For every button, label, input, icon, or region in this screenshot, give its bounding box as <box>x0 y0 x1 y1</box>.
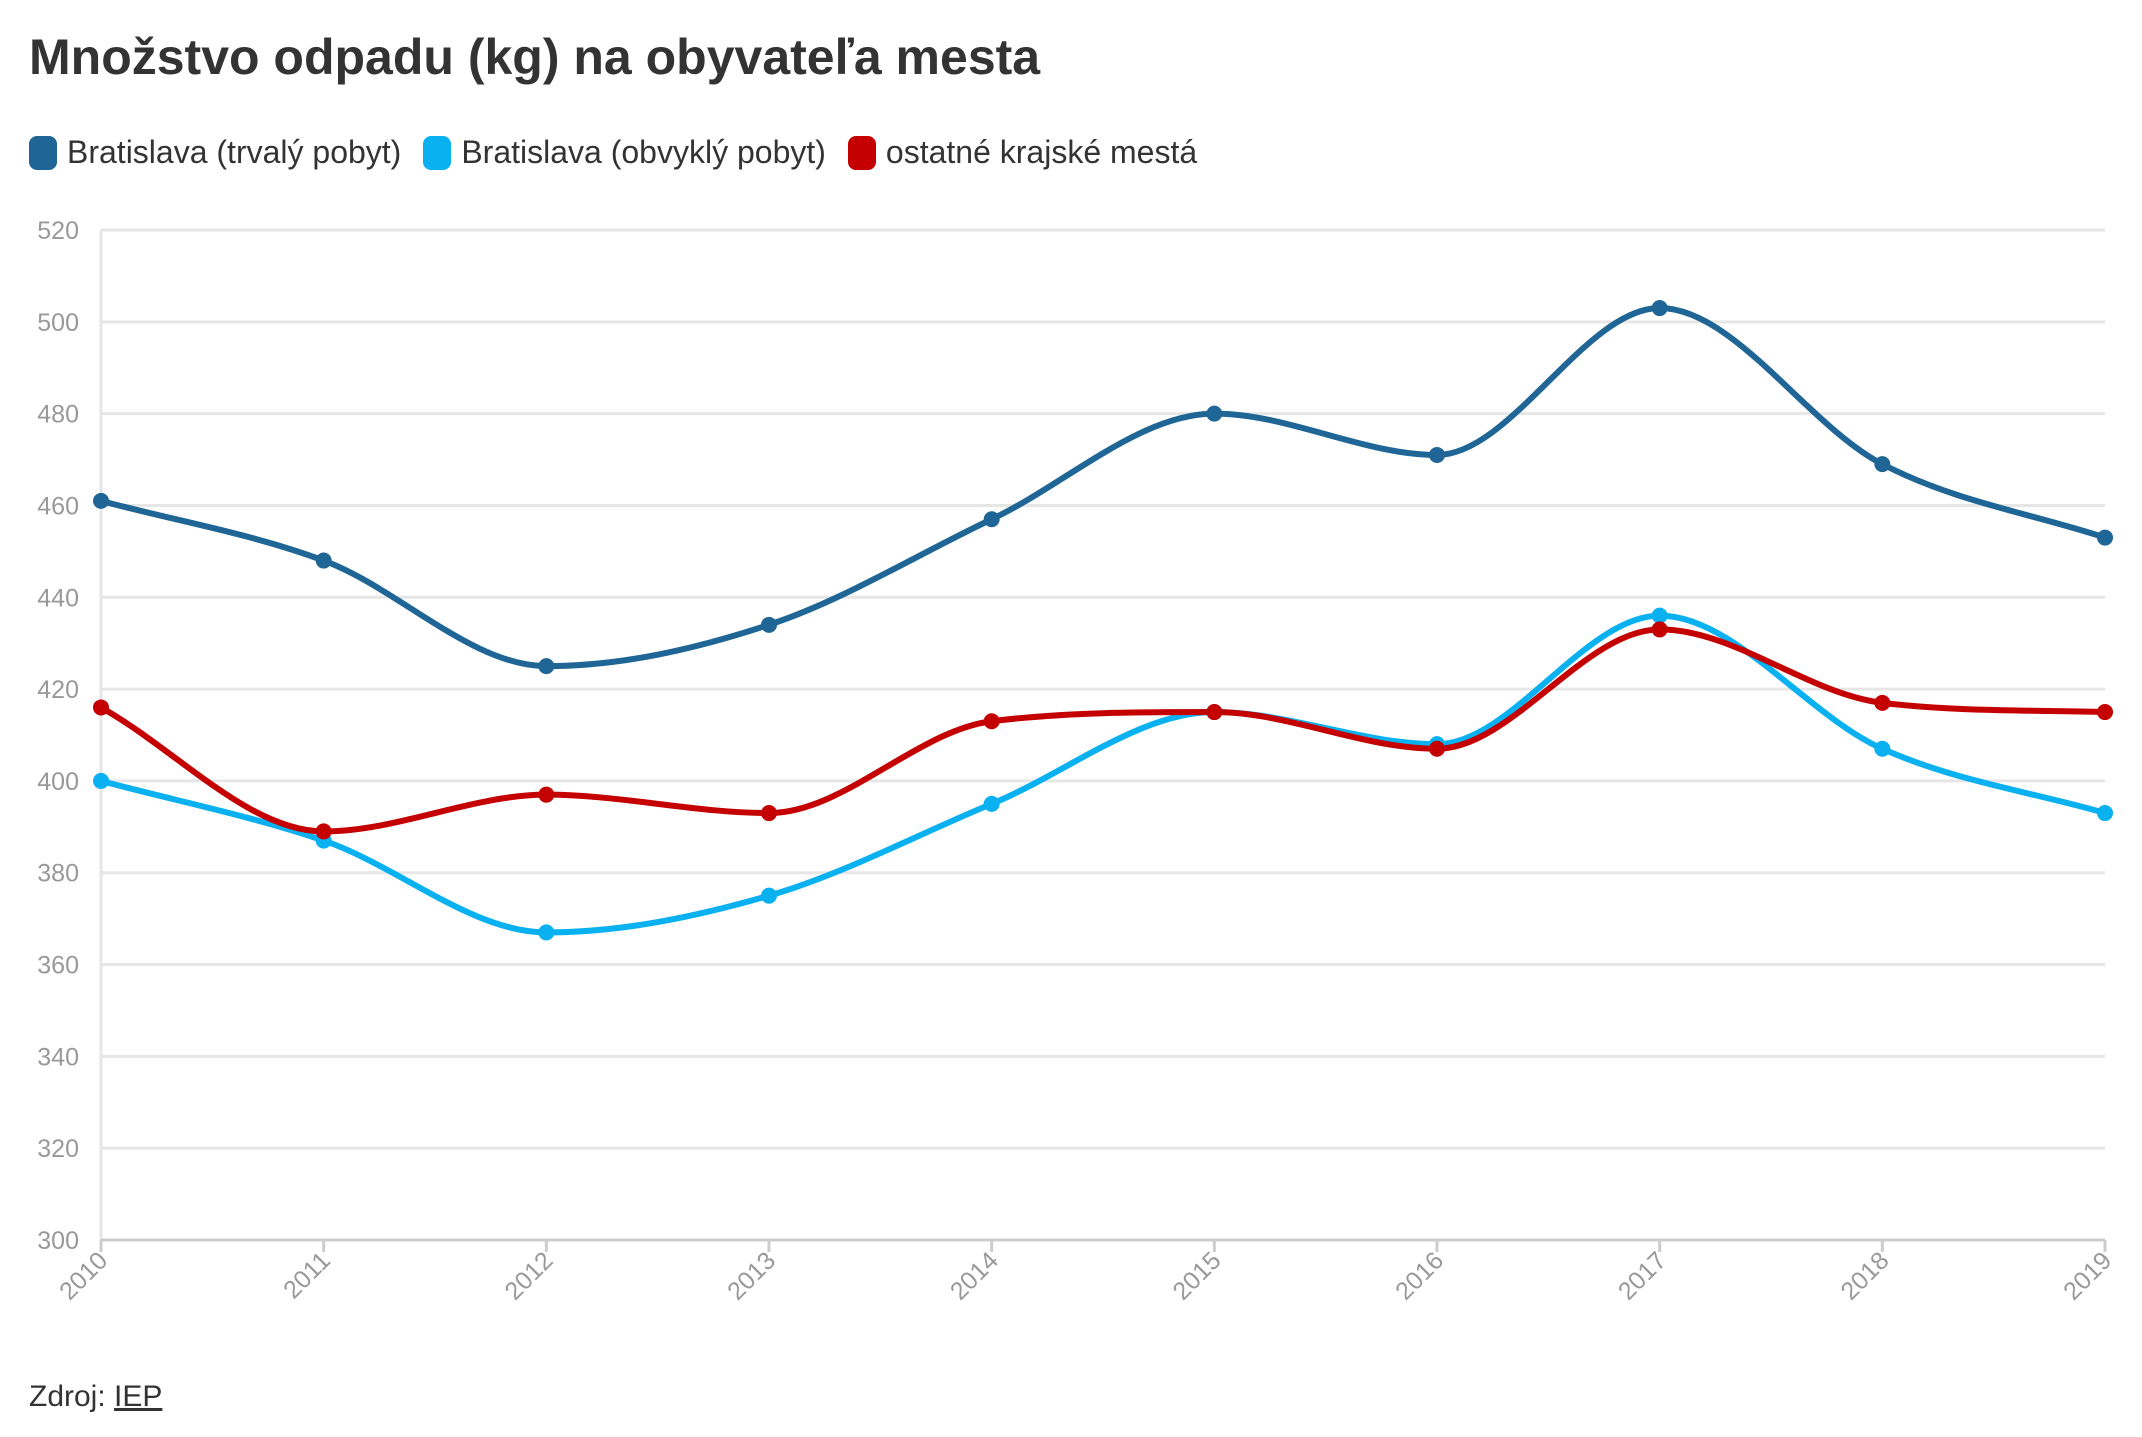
data-point <box>315 823 332 840</box>
legend-label: ostatné krajské mestá <box>885 134 1198 170</box>
series-line <box>98 305 2108 670</box>
data-point <box>1206 704 1223 721</box>
y-tick-label: 520 <box>37 217 79 245</box>
data-point <box>983 795 1000 812</box>
data-point <box>93 699 109 716</box>
y-tick-label: 480 <box>37 401 79 429</box>
x-tick-label: 2011 <box>278 1246 336 1304</box>
data-point <box>1651 300 1668 317</box>
data-point <box>2097 805 2113 822</box>
data-point <box>761 887 777 904</box>
y-tick-label: 340 <box>37 1043 79 1071</box>
data-point <box>1651 607 1668 624</box>
y-tick-label: 360 <box>37 952 79 980</box>
x-tick-label: 2019 <box>2058 1246 2117 1305</box>
series-line <box>98 612 2108 936</box>
x-tick-label: 2010 <box>54 1246 113 1305</box>
data-point <box>761 805 777 822</box>
y-tick-label: 300 <box>37 1227 79 1255</box>
data-point <box>1874 456 1891 473</box>
data-point <box>2097 529 2113 546</box>
data-point <box>93 492 109 509</box>
y-tick-label: 440 <box>37 584 79 612</box>
legend-item[interactable]: Bratislava (trvalý pobyt) <box>29 134 401 171</box>
legend-swatch <box>847 135 876 170</box>
y-tick-label: 460 <box>37 492 79 520</box>
x-tick-label: 2012 <box>499 1246 558 1305</box>
data-point <box>315 552 332 569</box>
legend-swatch <box>29 135 57 170</box>
data-point <box>1874 740 1891 757</box>
data-point <box>538 658 555 675</box>
legend-item[interactable]: ostatné krajské mestá <box>847 134 1198 171</box>
x-tick-label: 2013 <box>722 1246 781 1305</box>
legend-label: Bratislava (obvyklý pobyt) <box>461 134 826 170</box>
data-point <box>761 616 777 633</box>
data-point <box>1429 446 1445 463</box>
data-point <box>538 786 555 803</box>
data-point <box>1651 621 1668 638</box>
legend-label: Bratislava (trvalý pobyt) <box>67 134 402 170</box>
data-point <box>1206 405 1223 422</box>
y-tick-label: 380 <box>37 860 79 888</box>
x-tick-label: 2016 <box>1390 1246 1449 1305</box>
source-note: Zdroj: IEP <box>29 1380 162 1414</box>
x-tick-label: 2018 <box>1835 1246 1894 1305</box>
y-tick-label: 500 <box>37 309 79 337</box>
data-point <box>1874 694 1891 711</box>
legend-item[interactable]: Bratislava (obvyklý pobyt) <box>423 134 826 171</box>
y-tick-label: 420 <box>37 676 79 704</box>
x-tick-label: 2017 <box>1613 1246 1672 1305</box>
x-tick-label: 2015 <box>1167 1246 1226 1305</box>
data-point <box>538 924 555 941</box>
chart-title: Množstvo odpadu (kg) na obyvateľa mesta <box>29 29 1041 85</box>
legend: Bratislava (trvalý pobyt) Bratislava (obv… <box>29 134 1197 171</box>
source-link[interactable]: IEP <box>114 1380 163 1413</box>
series-line <box>98 626 2108 835</box>
data-point <box>983 713 1000 730</box>
source-label: Zdroj: <box>29 1380 106 1413</box>
data-point <box>1429 740 1445 757</box>
legend-swatch <box>423 135 452 170</box>
data-point <box>2097 704 2113 721</box>
y-tick-label: 320 <box>37 1135 79 1163</box>
y-tick-label: 400 <box>37 768 79 796</box>
data-point <box>983 511 1000 528</box>
x-tick-label: 2014 <box>945 1246 1004 1305</box>
data-point <box>93 772 109 789</box>
